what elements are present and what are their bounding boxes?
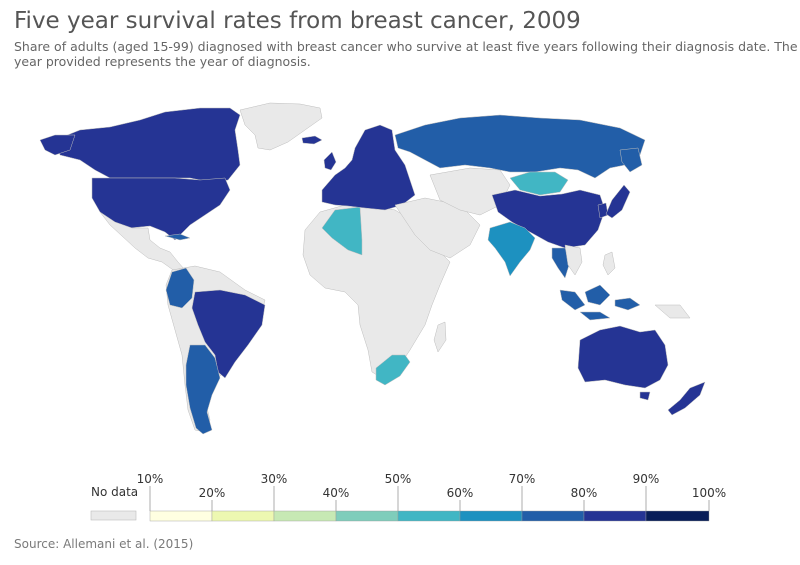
legend-bin-7 [521,510,585,522]
region-algeria[interactable] [321,206,363,256]
region-tasmania[interactable] [639,391,651,401]
legend-label-60: 60% [447,486,474,500]
legend-bin-9 [645,510,710,522]
legend-label-80: 80% [571,486,598,500]
region-africa[interactable] [302,204,451,381]
region-usa[interactable] [91,177,231,241]
region-alaska[interactable] [39,134,76,156]
legend-label-90: 90% [633,472,660,486]
chart-title: Five year survival rates from breast can… [14,8,581,34]
legend-label-30: 30% [261,472,288,486]
region-indochina[interactable] [564,244,583,276]
region-mexico[interactable] [99,211,186,273]
legend-bin-8 [583,510,647,522]
region-japan[interactable] [605,184,631,219]
legend-label-100: 100% [692,486,726,500]
legend-bin-4 [335,510,399,522]
region-iceland[interactable] [301,135,323,145]
region-thailand[interactable] [551,247,571,279]
legend: No data 10% 30% 50% 70% 90% 20% 40% 60% … [90,472,726,522]
source-note: Source: Allemani et al. (2015) [14,537,194,551]
region-greenland[interactable] [239,102,323,151]
world-map[interactable] [0,95,800,445]
region-brazil[interactable] [191,289,266,379]
region-russia[interactable] [394,114,646,179]
legend-bin-2 [211,510,275,522]
region-indonesia[interactable] [559,284,641,321]
region-canada[interactable] [54,107,241,183]
region-papua[interactable] [654,304,691,319]
region-india[interactable] [487,221,536,277]
region-middle-east[interactable] [394,197,481,259]
region-south-africa[interactable] [375,354,411,386]
region-argentina[interactable] [185,344,221,435]
legend-bin-5 [397,510,461,522]
region-colombia[interactable] [165,267,195,309]
legend-label-20: 20% [199,486,226,500]
region-cuba[interactable] [164,233,191,241]
legend-bin-6 [459,510,523,522]
region-philippines[interactable] [602,251,616,276]
region-russia-east[interactable] [619,147,643,173]
legend-bin-3 [273,510,337,522]
legend-color-bar [149,510,710,522]
legend-label-10: 10% [137,472,164,486]
legend-no-data-swatch [90,510,137,521]
region-korea[interactable] [597,202,609,219]
region-australia[interactable] [577,325,669,389]
legend-label-50: 50% [385,472,412,486]
region-uk[interactable] [323,151,337,171]
region-mongolia[interactable] [509,171,569,196]
legend-no-data-label: No data [91,485,138,499]
legend-label-40: 40% [323,486,350,500]
region-europe[interactable] [321,124,416,211]
legend-bin-1 [149,510,213,522]
region-new-zealand[interactable] [667,381,706,416]
region-madagascar[interactable] [433,321,447,353]
legend-label-70: 70% [509,472,536,486]
chart-subtitle: Share of adults (aged 15-99) diagnosed w… [14,39,798,69]
